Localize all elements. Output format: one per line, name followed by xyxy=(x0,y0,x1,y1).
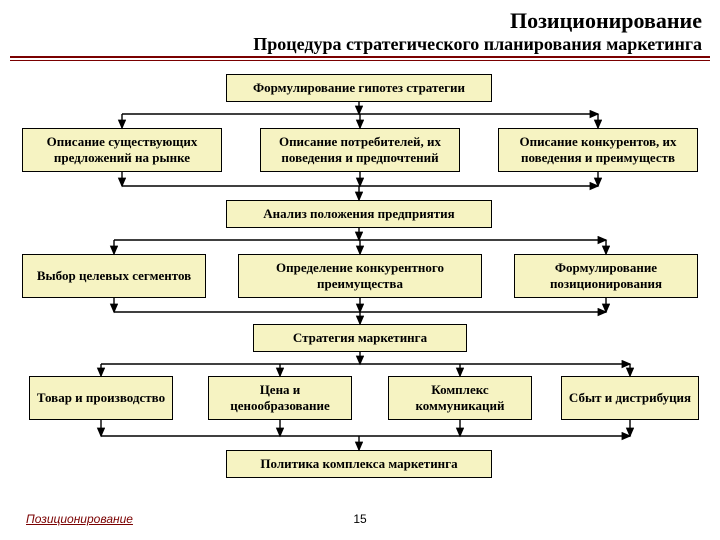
flowchart-node-n6: Выбор целевых сегментов xyxy=(22,254,206,298)
divider-thin xyxy=(10,60,710,61)
flowchart-node-n13: Сбыт и дистрибуция xyxy=(561,376,699,420)
flowchart-node-n4: Описание конкурентов, их поведения и пре… xyxy=(498,128,698,172)
divider-thick xyxy=(10,56,710,58)
flowchart-node-n1: Формулирование гипотез стратегии xyxy=(226,74,492,102)
page-title: Позиционирование xyxy=(510,8,702,34)
flowchart-node-n10: Товар и производство xyxy=(29,376,173,420)
page-number: 15 xyxy=(353,512,366,526)
flowchart-node-n14: Политика комплекса маркетинга xyxy=(226,450,492,478)
footer-label: Позиционирование xyxy=(26,512,133,526)
flowchart-node-n2: Описание существующих предложений на рын… xyxy=(22,128,222,172)
flowchart-node-n3: Описание потребителей, их поведения и пр… xyxy=(260,128,460,172)
flowchart-node-n8: Формулирование позиционирования xyxy=(514,254,698,298)
flowchart-node-n11: Цена и ценообразование xyxy=(208,376,352,420)
page-subtitle: Процедура стратегического планирования м… xyxy=(253,34,702,55)
flowchart-node-n9: Стратегия маркетинга xyxy=(253,324,467,352)
flowchart-node-n5: Анализ положения предприятия xyxy=(226,200,492,228)
flowchart-node-n12: Комплекс коммуникаций xyxy=(388,376,532,420)
flowchart-node-n7: Определение конкурентного преимущества xyxy=(238,254,482,298)
